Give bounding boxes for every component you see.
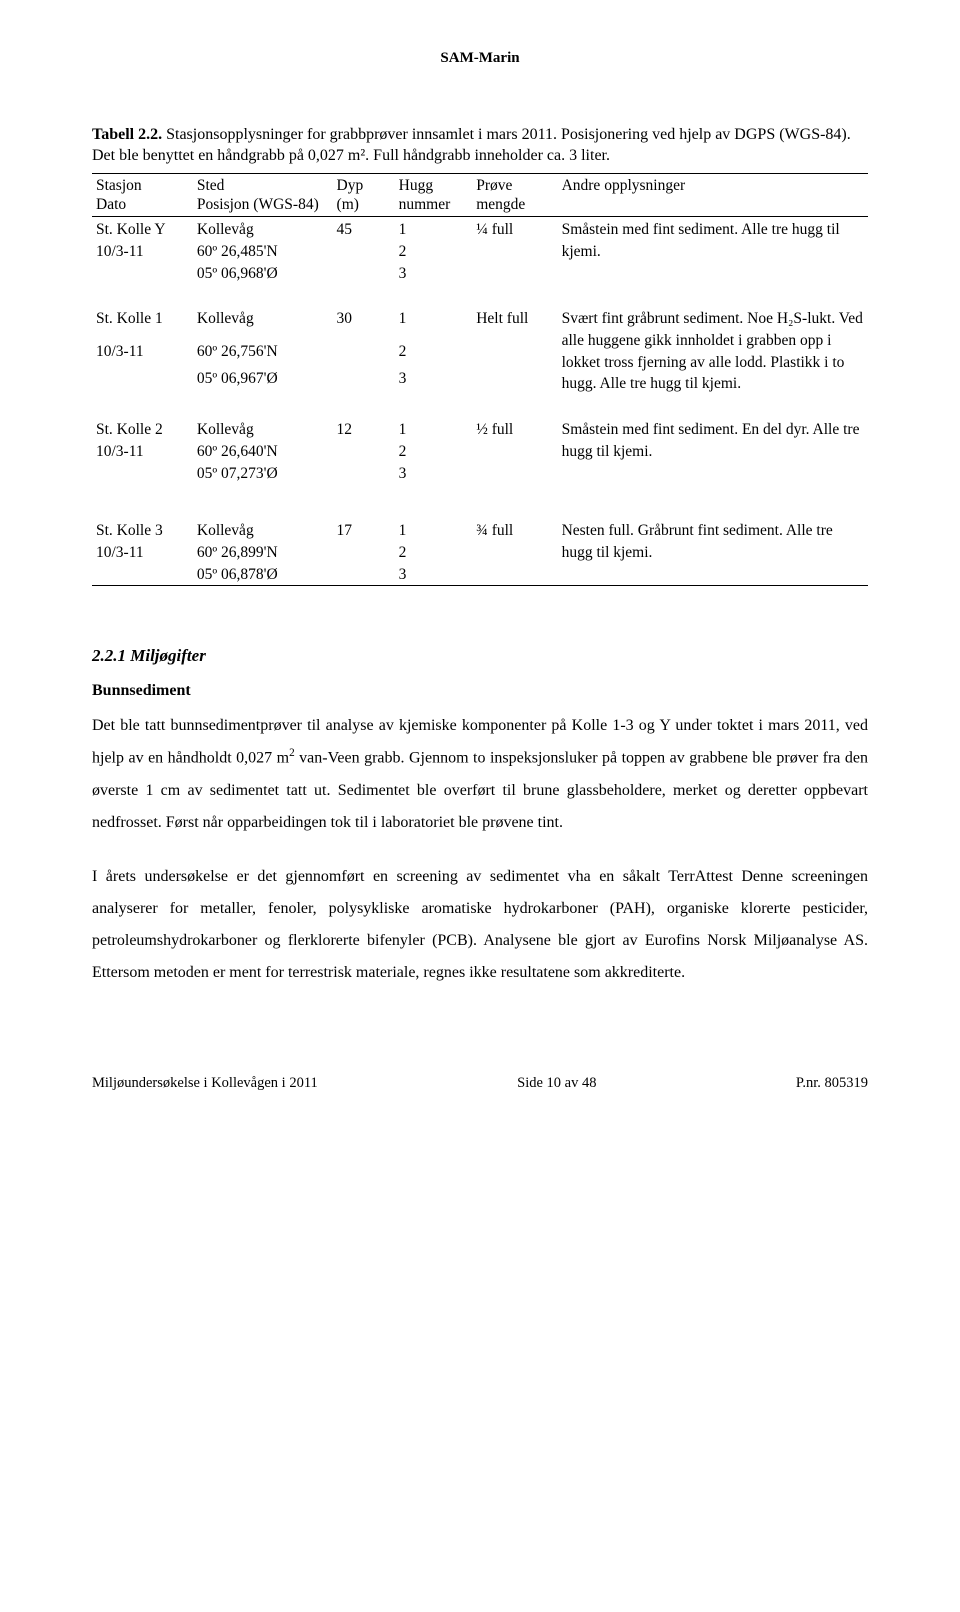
table-caption-text: Stasjonsopplysninger for grabbprøver inn… <box>92 126 851 164</box>
footer-center: Side 10 av 48 <box>517 1073 596 1093</box>
cell-dyp: 45 <box>333 217 395 241</box>
cell-hugg: 3 <box>395 263 473 285</box>
cell-prove: ½ full <box>472 395 557 441</box>
cell-hugg: 1 <box>395 217 473 241</box>
body-paragraph: Det ble tatt bunnsedimentprøver til anal… <box>92 710 868 838</box>
th-other: Andre opplysninger <box>558 173 868 217</box>
cell-dyp: 17 <box>333 484 395 542</box>
cell-other: Nesten full. Gråbrunt fint sediment. All… <box>558 484 868 586</box>
cell-hugg: 2 <box>395 542 473 564</box>
cell-prove: ¼ full <box>472 217 557 241</box>
cell-hugg: 3 <box>395 463 473 485</box>
section-heading: 2.2.1 Miljøgifter <box>92 644 868 668</box>
table-row: St. Kolle 3 Kollevåg 17 1 ¾ full Nesten … <box>92 484 868 542</box>
cell-station: 10/3-11 <box>92 241 193 263</box>
cell-dyp: 12 <box>333 395 395 441</box>
th-prove: Prøvemengde <box>472 173 557 217</box>
cell-sted: 05º 06,878'Ø <box>193 564 333 586</box>
cell-station: St. Kolle Y <box>92 217 193 241</box>
th-dyp: Dyp(m) <box>333 173 395 217</box>
cell-sted: Kollevåg <box>193 484 333 542</box>
cell-hugg: 1 <box>395 484 473 542</box>
cell-sted: 05º 07,273'Ø <box>193 463 333 485</box>
th-hugg: Huggnummer <box>395 173 473 217</box>
cell-hugg: 2 <box>395 441 473 463</box>
page-header: SAM-Marin <box>92 48 868 69</box>
cell-hugg: 2 <box>395 241 473 263</box>
footer-left: Miljøundersøkelse i Kollevågen i 2011 <box>92 1073 318 1093</box>
table-label: Tabell 2.2. <box>92 126 162 143</box>
cell-sted: 60º 26,756'N <box>193 341 333 368</box>
cell-station: 10/3-11 <box>92 542 193 564</box>
cell-hugg: 3 <box>395 368 473 395</box>
cell-sted: Kollevåg <box>193 395 333 441</box>
cell-sted: 05º 06,968'Ø <box>193 263 333 285</box>
cell-hugg: 1 <box>395 284 473 341</box>
cell-sted: 60º 26,899'N <box>193 542 333 564</box>
cell-sted: 05º 06,967'Ø <box>193 368 333 395</box>
table-row: St. Kolle 2 Kollevåg 12 1 ½ full Småstei… <box>92 395 868 441</box>
section-subhead: Bunnsediment <box>92 680 868 702</box>
cell-other: Svært fint gråbrunt sediment. Noe H₂S-lu… <box>558 284 868 395</box>
cell-other: Småstein med fint sediment. En del dyr. … <box>558 395 868 484</box>
table-row: St. Kolle Y Kollevåg 45 1 ¼ full Småstei… <box>92 217 868 241</box>
cell-station: 10/3-11 <box>92 341 193 368</box>
stations-table: StasjonDato StedPosisjon (WGS-84) Dyp(m)… <box>92 173 868 587</box>
cell-hugg: 1 <box>395 395 473 441</box>
cell-other: Småstein med fint sediment. Alle tre hug… <box>558 217 868 285</box>
cell-station: St. Kolle 1 <box>92 284 193 341</box>
cell-sted: Kollevåg <box>193 284 333 341</box>
cell-station: 10/3-11 <box>92 441 193 463</box>
body-paragraph: I årets undersøkelse er det gjennomført … <box>92 861 868 989</box>
table-row: St. Kolle 1 Kollevåg 30 1 Helt full Svær… <box>92 284 868 341</box>
cell-dyp: 30 <box>333 284 395 341</box>
cell-sted: Kollevåg <box>193 217 333 241</box>
cell-station: St. Kolle 3 <box>92 484 193 542</box>
cell-prove: Helt full <box>472 284 557 341</box>
cell-sted: 60º 26,485'N <box>193 241 333 263</box>
table-caption: Tabell 2.2. Stasjonsopplysninger for gra… <box>92 125 868 167</box>
table-header-row: StasjonDato StedPosisjon (WGS-84) Dyp(m)… <box>92 173 868 217</box>
footer-right: P.nr. 805319 <box>796 1073 868 1093</box>
cell-hugg: 2 <box>395 341 473 368</box>
page-footer: Miljøundersøkelse i Kollevågen i 2011 Si… <box>92 1073 868 1093</box>
th-sted: StedPosisjon (WGS-84) <box>193 173 333 217</box>
th-station: StasjonDato <box>92 173 193 217</box>
cell-hugg: 3 <box>395 564 473 586</box>
cell-sted: 60º 26,640'N <box>193 441 333 463</box>
cell-station: St. Kolle 2 <box>92 395 193 441</box>
cell-prove: ¾ full <box>472 484 557 542</box>
